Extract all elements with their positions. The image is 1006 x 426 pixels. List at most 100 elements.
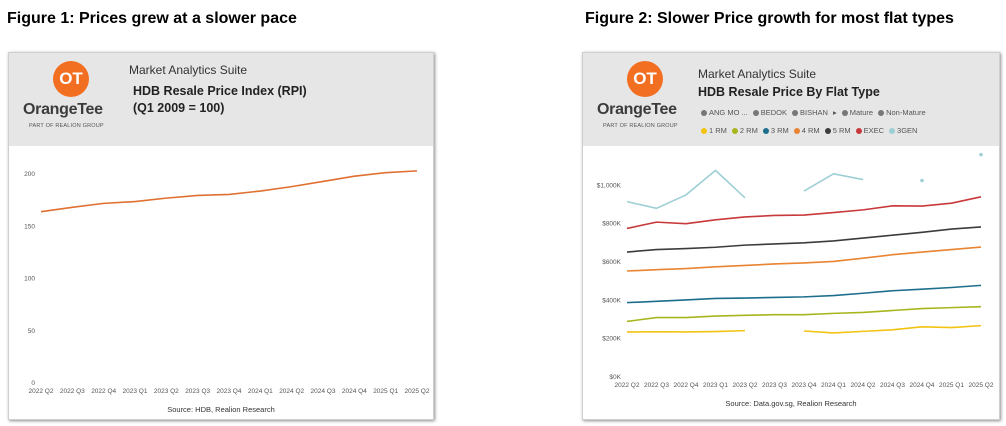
legend-dot-icon xyxy=(841,109,848,116)
figure-1-title: Figure 1: Prices grew at a slower pace xyxy=(7,10,297,27)
x-tick-label: 2022 Q3 xyxy=(60,388,85,395)
series-legend-item: EXEC xyxy=(855,126,885,135)
series-legend-item: 3 RM xyxy=(762,126,789,135)
legend-label: 1 RM xyxy=(709,126,727,135)
orangetee-logo: OT OrangeTee PART OF REALION GROUP xyxy=(23,61,113,141)
logo-subtext: PART OF REALION GROUP xyxy=(29,123,104,129)
x-tick-label: 2025 Q1 xyxy=(939,382,964,389)
filter-legend-item[interactable]: ANG MO ... xyxy=(701,108,748,117)
suite-label: Market Analytics Suite xyxy=(129,63,248,77)
y-tick-label: $200K xyxy=(602,336,621,343)
y-tick-label: 150 xyxy=(24,223,35,230)
chart-source: Source: Data.gov.sg, Realion Research xyxy=(725,399,857,408)
legend-label: 2 RM xyxy=(739,126,758,135)
x-tick-label: 2024 Q3 xyxy=(880,382,905,389)
rpi-chart-panel: OT OrangeTee PART OF REALION GROUP Marke… xyxy=(8,52,434,420)
legend-dot-icon xyxy=(793,127,800,134)
filter-legend-item[interactable]: BEDOK xyxy=(752,108,788,117)
y-tick-label: $400K xyxy=(602,297,621,304)
y-tick-label: $1,000K xyxy=(597,182,622,189)
legend-label: 3 RM xyxy=(770,126,789,135)
chart-header: OT OrangeTee PART OF REALION GROUP Marke… xyxy=(583,53,999,146)
x-tick-label: 2023 Q2 xyxy=(733,382,758,389)
figure-2-title: Figure 2: Slower Price growth for most f… xyxy=(585,10,954,27)
y-tick-label: $800K xyxy=(602,221,621,228)
legend-dot-icon xyxy=(878,109,885,116)
x-tick-label: 2023 Q3 xyxy=(185,388,210,395)
x-tick-label: 2023 Q1 xyxy=(123,388,148,395)
rpi-line-chart: 0 50 100 150 200 2022 Q2 2022 Q3 2022 Q4 2023 Q1… xyxy=(24,170,430,395)
y-tick-label: 50 xyxy=(28,328,36,335)
legend-label: 4 RM xyxy=(801,126,820,135)
series-line-3gen xyxy=(803,173,864,192)
logo-wordmark: OrangeTee xyxy=(23,101,103,118)
x-tick-label: 2023 Q3 xyxy=(762,382,787,389)
chart-title: HDB Resale Price Index (RPI) (Q1 2009 = … xyxy=(133,83,307,117)
x-tick-label: 2024 Q4 xyxy=(910,382,935,389)
series-legend-item: 3GEN xyxy=(889,126,917,135)
legend-label: BISHAN xyxy=(800,108,828,117)
series-point-3gen xyxy=(979,152,983,157)
logo-subtext: PART OF REALION GROUP xyxy=(603,123,678,129)
filter-legend[interactable]: ANG MO ... BEDOK BISHAN ▸ Mature Non-Mature xyxy=(701,108,931,117)
series-line-2-rm xyxy=(626,305,982,323)
legend-label: 5 RM xyxy=(832,126,851,135)
filter-legend-item[interactable]: Non-Mature xyxy=(878,108,926,117)
flat-type-line-chart: $0K $200K $400K $600K $800K $1,000K 2022 Q2 202… xyxy=(597,152,994,389)
x-tick-label: 2023 Q2 xyxy=(154,388,179,395)
series-legend-item: 2 RM xyxy=(731,126,758,135)
y-tick-label: 0 xyxy=(31,380,35,387)
x-tick-label: 2023 Q4 xyxy=(217,388,242,395)
logo-mark-icon: OT xyxy=(53,61,89,97)
x-tick-label: 2022 Q4 xyxy=(674,382,699,389)
series-line-3gen xyxy=(626,169,746,210)
x-tick-label: 2024 Q2 xyxy=(851,382,876,389)
series-line-4-rm xyxy=(626,246,982,272)
x-tick-label: 2025 Q2 xyxy=(969,382,994,389)
x-tick-label: 2024 Q2 xyxy=(279,388,304,395)
series-legend-item: 4 RM xyxy=(793,126,820,135)
logo-mark-icon: OT xyxy=(627,61,663,97)
x-tick-label: 2024 Q3 xyxy=(311,388,336,395)
legend-scroll-arrow-icon[interactable]: ▸ xyxy=(832,108,837,117)
y-tick-label: $600K xyxy=(602,259,621,266)
legend-dot-icon xyxy=(762,127,769,134)
orangetee-logo: OT OrangeTee PART OF REALION GROUP xyxy=(597,61,687,141)
x-tick-label: 2022 Q3 xyxy=(644,382,669,389)
legend-dot-icon xyxy=(889,127,896,134)
chart-subtitle: (Q1 2009 = 100) xyxy=(133,101,225,115)
y-tick-label: $0K xyxy=(609,374,621,381)
chart-header: OT OrangeTee PART OF REALION GROUP Marke… xyxy=(9,53,433,146)
filter-legend-item[interactable]: Mature xyxy=(841,108,874,117)
legend-label: ANG MO ... xyxy=(709,108,748,117)
series-line-5-rm xyxy=(626,226,982,253)
legend-dot-icon xyxy=(792,109,799,116)
filter-legend-item[interactable]: BISHAN xyxy=(792,108,828,117)
chart-source: Source: HDB, Realion Research xyxy=(167,405,275,414)
legend-label: EXEC xyxy=(863,126,885,135)
legend-label: BEDOK xyxy=(760,108,788,117)
flat-type-chart-panel: OT OrangeTee PART OF REALION GROUP Marke… xyxy=(582,52,1000,420)
legend-dot-icon xyxy=(855,127,862,134)
legend-dot-icon xyxy=(701,127,707,134)
legend-label: Non-Mature xyxy=(886,108,926,117)
x-tick-label: 2024 Q1 xyxy=(248,388,273,395)
y-tick-label: 100 xyxy=(24,276,35,283)
legend-label: Mature xyxy=(849,108,874,117)
series-line-rpi xyxy=(40,170,418,213)
chart-title: HDB Resale Price By Flat Type xyxy=(698,85,880,99)
chart-title-line: HDB Resale Price Index (RPI) xyxy=(133,84,307,98)
series-line-1-rm xyxy=(803,324,982,334)
legend-dot-icon xyxy=(824,127,831,134)
x-tick-label: 2025 Q1 xyxy=(373,388,398,395)
series-point-3gen xyxy=(920,178,924,183)
legend-dot-icon xyxy=(752,109,759,116)
x-tick-label: 2025 Q2 xyxy=(405,388,430,395)
legend-dot-icon xyxy=(731,127,738,134)
series-legend-item: 1 RM xyxy=(701,126,727,135)
x-tick-label: 2024 Q4 xyxy=(342,388,367,395)
x-tick-label: 2024 Q1 xyxy=(821,382,846,389)
series-line-exec xyxy=(626,196,982,230)
x-tick-label: 2022 Q2 xyxy=(615,382,640,389)
y-tick-label: 200 xyxy=(24,171,35,178)
